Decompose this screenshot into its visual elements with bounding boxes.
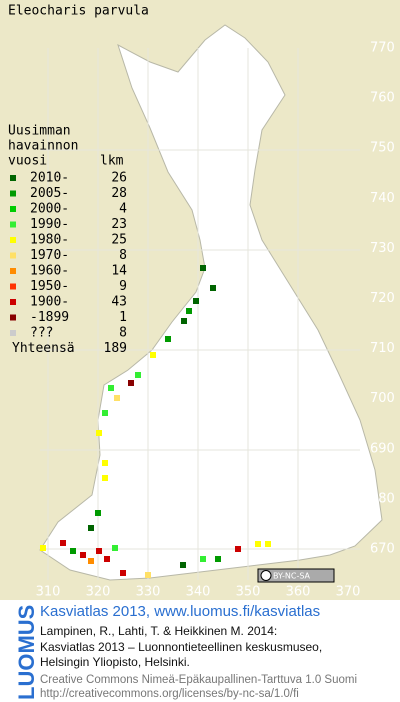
legend-column: vuosi <box>8 154 47 169</box>
y-grid-label: 750 <box>370 141 395 156</box>
legend-label: ??? <box>30 326 53 341</box>
y-grid-label: 760 <box>370 91 395 106</box>
y-grid-label: 730 <box>370 241 395 256</box>
x-grid-label: 320 <box>86 585 111 600</box>
citation: Helsingin Yliopisto, Helsinki. <box>40 655 190 669</box>
legend-swatch <box>10 221 16 228</box>
x-grid-label: 360 <box>286 585 311 600</box>
legend-label: 2005- <box>30 186 69 201</box>
y-grid-label: 720 <box>370 291 395 306</box>
finland-outline <box>39 24 383 581</box>
x-grid-label: 350 <box>236 585 261 600</box>
legend-label: 1900- <box>30 295 69 310</box>
legend-label: 1970- <box>30 248 69 263</box>
y-grid-label: 670 <box>370 542 395 557</box>
legend-label: 2000- <box>30 202 69 217</box>
license: Creative Commons Nimeä-Epäkaupallinen-Ta… <box>40 674 357 686</box>
citation: Lampinen, R., Lahti, T. & Heikkinen M. 2… <box>40 624 277 638</box>
x-grid-label: 340 <box>186 585 211 600</box>
legend-swatch <box>10 206 16 212</box>
legend-swatch <box>10 175 16 181</box>
legend-swatch <box>10 314 16 321</box>
badge-text: BY-NC-SA <box>273 572 311 581</box>
footer-background <box>0 600 400 702</box>
legend-swatch <box>10 268 16 274</box>
legend-count: 8 <box>119 248 127 263</box>
license-badge: BY-NC-SA <box>257 568 335 583</box>
legend-label: 2010- <box>30 171 69 186</box>
y-grid-label: 700 <box>370 391 395 406</box>
legend-count: 26 <box>111 171 127 186</box>
legend-heading: havainnon <box>8 139 78 154</box>
legend-column: lkm <box>100 154 124 169</box>
legend-swatch <box>10 299 16 305</box>
legend-count: 14 <box>111 264 127 279</box>
brand: LUOMUS <box>14 605 39 700</box>
y-grid-label: 770 <box>370 41 395 56</box>
footer-title: Kasviatlas 2013, www.luomus.fi/kasviatla… <box>40 603 320 620</box>
legend-label: 1950- <box>30 279 69 294</box>
y-grid-label: 740 <box>370 191 395 206</box>
y-grid-label: 690 <box>370 441 395 456</box>
legend-count: 25 <box>111 233 127 248</box>
total-label: Yhteensä <box>12 341 75 356</box>
legend-count: 28 <box>111 186 127 201</box>
legend-count: 8 <box>119 326 127 341</box>
y-grid-label: 680 <box>370 491 395 506</box>
license: http://creativecommons.org/licenses/by-n… <box>40 688 299 700</box>
occurrence-squares <box>40 265 271 578</box>
legend-count: 43 <box>111 295 127 310</box>
legend-count: 23 <box>111 217 127 232</box>
x-grid-label: 310 <box>36 585 61 600</box>
legend-heading: Uusimman <box>8 124 71 139</box>
legend-count: 4 <box>119 202 127 217</box>
grid-labels: 770 760 750 740 730 720 710 700 690 680 670 310 320 3… <box>36 41 395 600</box>
legend-label: 1990- <box>30 217 69 232</box>
legend-swatch <box>10 330 16 336</box>
legend-swatch <box>10 237 16 243</box>
legend-count: 9 <box>119 279 127 294</box>
legend-swatch <box>10 252 16 259</box>
x-grid-label: 370 <box>336 585 361 600</box>
legend: Uusimman havainnon vuosi lkm 2010- 26 2005… <box>8 124 127 357</box>
y-grid-label: 710 <box>370 341 395 356</box>
x-grid-label: 330 <box>136 585 161 600</box>
legend-count: 1 <box>119 310 127 325</box>
legend-label: 1960- <box>30 264 69 279</box>
citation: Kasviatlas 2013 – Luonnontieteellinen ke… <box>40 640 322 654</box>
legend-swatch <box>10 283 16 290</box>
legend-label: -1899 <box>30 310 69 325</box>
grid-lines <box>40 48 360 580</box>
title: Eleocharis parvula <box>8 4 149 19</box>
total-count: 189 <box>104 341 127 356</box>
legend-swatch <box>10 190 16 197</box>
legend-label: 1980- <box>30 233 69 248</box>
